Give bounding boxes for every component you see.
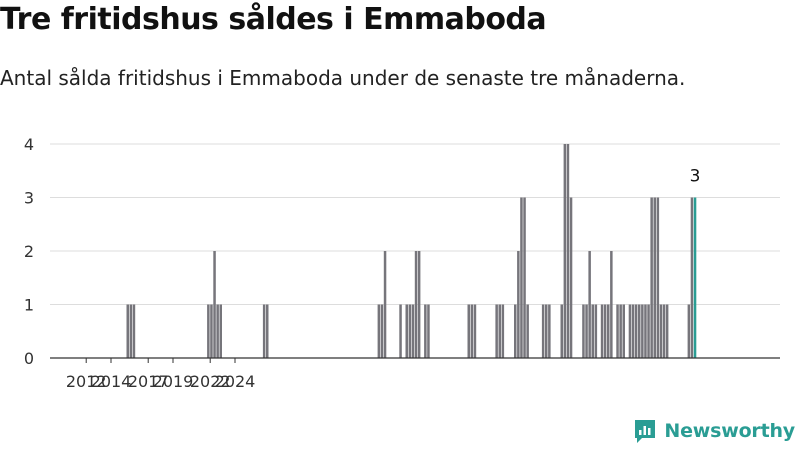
bar [520,197,523,358]
x-tick-label: 2014 [91,372,132,391]
y-tick-label: 2 [24,242,34,261]
bar [638,304,641,358]
bar [129,304,133,358]
y-tick-label: 4 [24,135,34,154]
bar [262,304,266,358]
bar [585,304,588,358]
highlight-bar [693,197,697,358]
bar [656,197,660,358]
bar [132,304,136,358]
bar [647,304,650,358]
bar [266,304,269,358]
bar [619,304,622,358]
bar [526,304,529,358]
newsworthy-logo: Newsworthy [633,418,795,444]
bar [687,304,691,358]
bar [414,251,418,358]
bar [634,304,638,358]
bar [467,304,470,358]
bar [659,304,663,358]
bar [473,304,477,358]
x-tick-label: 2022 [190,372,231,391]
bar [616,304,619,358]
bar [545,304,548,358]
bar [607,304,610,358]
brand-name: Newsworthy [664,420,795,442]
bar [383,251,387,358]
bar [631,304,635,358]
y-tick-label: 1 [24,296,34,315]
x-tick-label: 2017 [128,372,169,391]
bar [408,304,412,358]
data-label: 3 [690,167,701,187]
bar [427,304,430,358]
bar [377,304,381,358]
x-tick-label: 2024 [215,372,256,391]
bar [417,251,421,358]
bar [650,197,653,358]
bar [501,304,505,358]
bar [216,304,219,358]
y-tick-label: 0 [24,349,34,368]
bar [514,304,517,358]
bar [690,197,694,358]
y-tick-label: 3 [24,189,34,208]
bar [600,304,604,358]
bar [399,304,402,358]
bar [641,304,644,358]
newsworthy-chart-icon [635,420,656,443]
bar [566,144,570,358]
bar [644,304,647,358]
x-tick-label: 2019 [153,372,194,391]
bar [498,304,501,358]
bar [622,304,625,358]
bar [126,304,129,358]
bar [588,251,591,358]
bar [207,304,210,358]
bar [380,304,384,358]
bar [470,304,474,358]
chart-subtitle: Antal sålda fritidshus i Emmaboda under … [0,66,686,90]
bar [662,304,666,358]
bar [405,304,408,358]
bar [594,304,598,358]
bar [665,304,669,358]
bar [569,197,573,358]
bar [213,251,216,358]
chart-title: Tre fritidshus såldes i Emmaboda [0,2,547,37]
bar [610,251,613,358]
bar [560,304,563,358]
bar [548,304,551,358]
bar [219,304,222,358]
bar [523,197,526,358]
bar [424,304,427,358]
bar [517,251,520,358]
x-tick-label: 2012 [66,372,107,391]
bar [210,304,213,358]
bar [411,304,415,358]
bar [603,304,607,358]
bar [541,304,545,358]
bar [591,304,594,358]
bar [582,304,585,358]
bar [628,304,632,358]
bar [653,197,656,358]
bar [563,144,567,358]
bar [495,304,498,358]
